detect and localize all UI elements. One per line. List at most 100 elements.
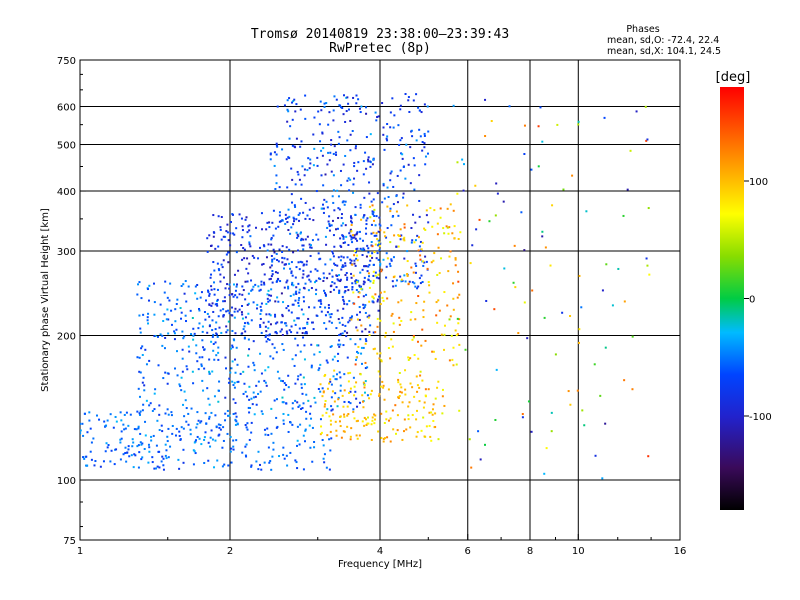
data-point <box>291 144 294 147</box>
data-point <box>617 267 620 270</box>
data-point <box>312 133 315 136</box>
data-point <box>377 242 380 245</box>
data-point <box>200 291 203 294</box>
data-point <box>187 285 190 288</box>
data-point <box>196 360 199 363</box>
data-point <box>319 383 322 386</box>
data-point <box>355 257 358 260</box>
data-point <box>184 399 187 402</box>
data-point <box>443 333 446 336</box>
data-point <box>189 428 192 431</box>
data-point <box>295 218 298 221</box>
data-point <box>329 316 332 319</box>
data-point <box>226 283 229 286</box>
data-point <box>550 411 553 414</box>
data-point <box>330 396 333 399</box>
data-point <box>248 438 251 441</box>
data-point <box>209 436 212 439</box>
data-point <box>210 411 213 414</box>
data-point <box>297 299 300 302</box>
data-point <box>391 280 394 283</box>
data-point <box>236 422 239 425</box>
data-point <box>378 241 381 244</box>
data-point <box>349 438 352 441</box>
data-point <box>217 423 220 426</box>
data-point <box>303 300 306 303</box>
data-point <box>355 356 358 359</box>
data-point <box>212 310 215 313</box>
data-point <box>235 346 238 349</box>
data-point <box>193 450 196 453</box>
data-point <box>269 323 272 326</box>
data-point <box>331 195 334 198</box>
data-point <box>384 331 387 334</box>
data-point <box>175 303 178 306</box>
data-point <box>581 409 584 412</box>
data-point <box>273 251 276 254</box>
data-point <box>352 183 355 186</box>
y-axis-label: Stationary phase Virtual Height [km] <box>40 208 51 392</box>
data-point <box>191 316 194 319</box>
data-point <box>317 277 320 280</box>
data-point <box>213 231 216 234</box>
data-point <box>199 421 202 424</box>
data-point <box>280 379 283 382</box>
data-point <box>370 241 373 244</box>
data-point <box>330 313 333 316</box>
data-point <box>294 399 297 402</box>
data-point <box>387 196 390 199</box>
data-point <box>408 110 411 113</box>
data-point <box>103 420 106 423</box>
data-point <box>329 258 332 261</box>
data-point <box>366 366 369 369</box>
data-point <box>449 250 452 253</box>
data-point <box>397 301 400 304</box>
data-point <box>339 169 342 172</box>
data-point <box>302 468 305 471</box>
data-point <box>221 266 224 269</box>
data-point <box>291 423 294 426</box>
data-point <box>377 273 380 276</box>
data-point <box>361 420 364 423</box>
data-point <box>355 279 358 282</box>
data-point <box>320 149 323 152</box>
data-point <box>217 215 220 218</box>
data-point <box>271 273 274 276</box>
data-point <box>418 245 421 248</box>
data-point <box>415 264 418 267</box>
data-point <box>448 318 451 321</box>
data-point <box>293 319 296 322</box>
data-point <box>331 275 334 278</box>
data-point <box>276 321 279 324</box>
data-point <box>247 225 250 228</box>
data-point <box>329 423 332 426</box>
data-point <box>271 258 274 261</box>
data-point <box>376 192 379 195</box>
data-point <box>407 163 410 166</box>
data-point <box>217 346 220 349</box>
data-point <box>302 264 305 267</box>
data-point <box>330 345 333 348</box>
data-point <box>229 371 232 374</box>
data-point <box>364 311 367 314</box>
data-point <box>423 142 426 145</box>
data-point <box>644 105 647 108</box>
data-point <box>417 295 420 298</box>
data-point <box>424 255 427 258</box>
data-point <box>163 347 166 350</box>
data-point <box>372 231 375 234</box>
data-point <box>336 278 339 281</box>
data-point <box>329 449 332 452</box>
data-point <box>413 282 416 285</box>
data-point <box>365 265 368 268</box>
data-point <box>378 295 381 298</box>
data-point <box>233 381 236 384</box>
data-point <box>361 394 364 397</box>
data-point <box>208 415 211 418</box>
data-point <box>426 267 429 270</box>
data-point <box>360 324 363 327</box>
data-point <box>268 226 271 229</box>
data-point <box>420 248 423 251</box>
data-point <box>399 169 402 172</box>
data-point <box>593 363 596 366</box>
